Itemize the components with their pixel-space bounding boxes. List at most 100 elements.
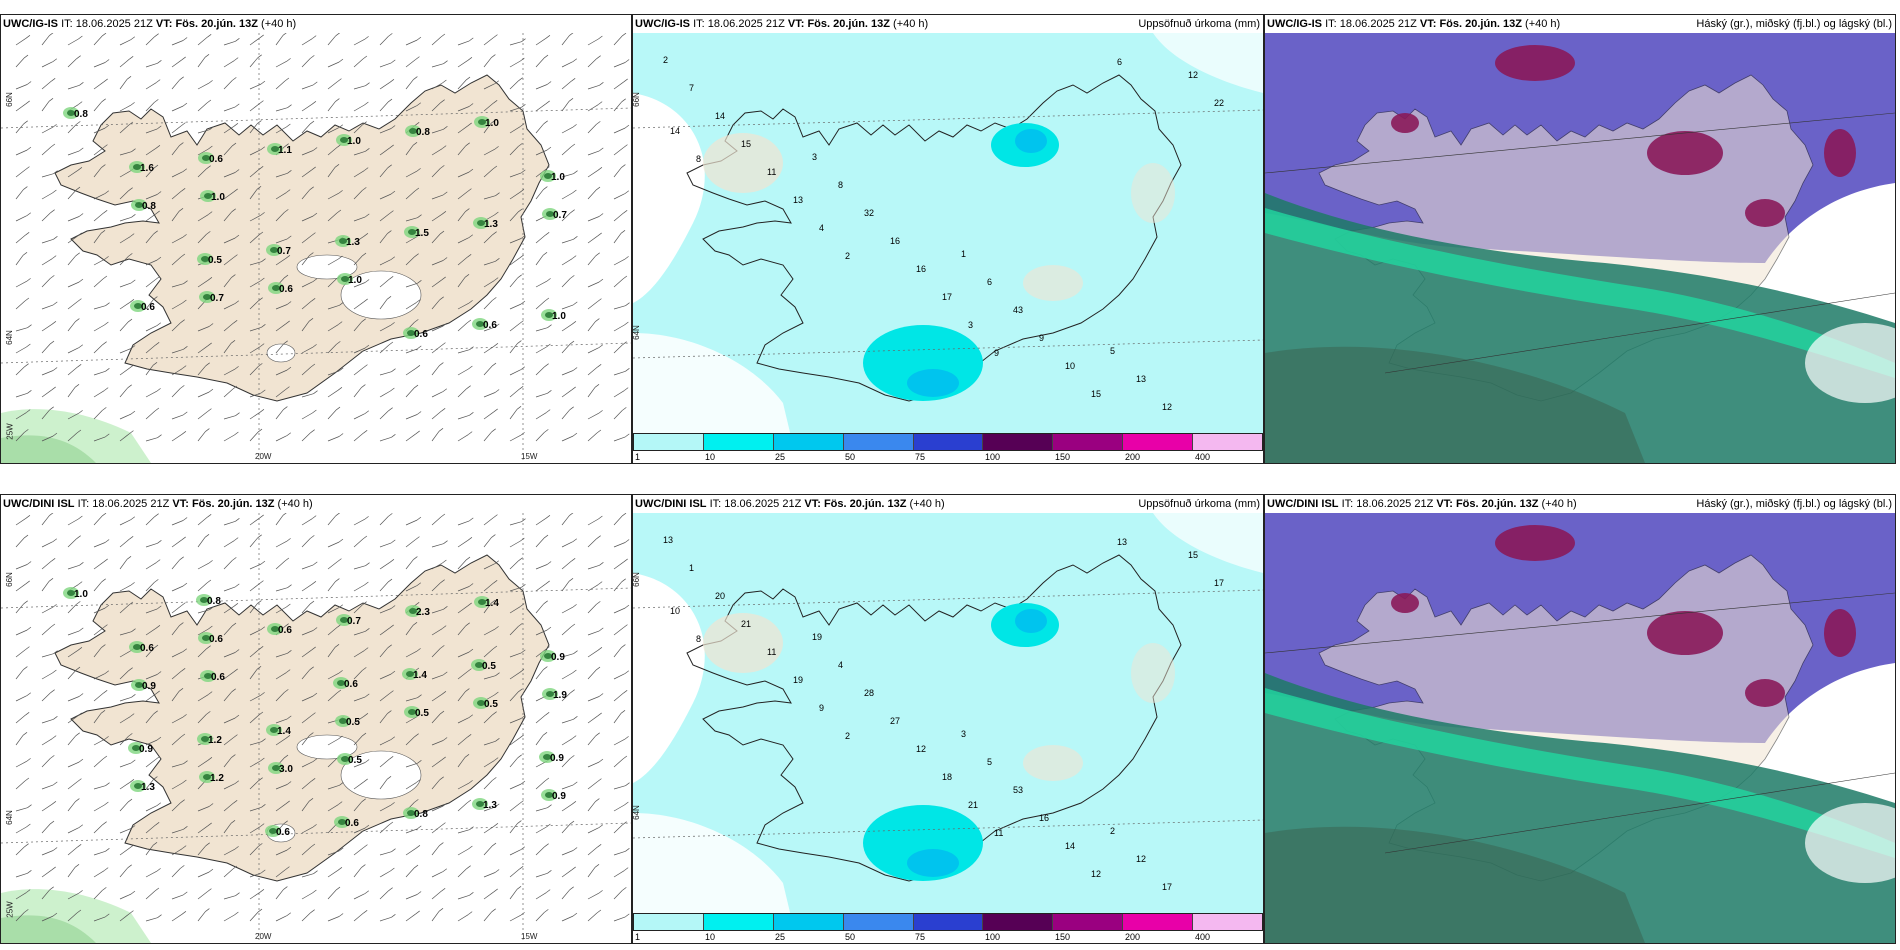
precip-value-label: 3 bbox=[812, 152, 817, 162]
precip-title: Uppsöfnuð úrkoma (mm) bbox=[1138, 18, 1260, 30]
gust-value-label: 1.2 bbox=[210, 773, 224, 784]
lat-label: 64N bbox=[632, 805, 641, 820]
gust-value-label: 0.9 bbox=[551, 652, 565, 663]
legend-swatch bbox=[1193, 914, 1263, 930]
precip-value-label: 13 bbox=[793, 195, 803, 205]
lon-label: 15W bbox=[521, 452, 538, 461]
precip-value-label: 9 bbox=[1039, 333, 1044, 343]
precip-legend bbox=[633, 433, 1263, 451]
legend-tick-label: 100 bbox=[985, 932, 1001, 942]
gust-value-label: 0.5 bbox=[346, 717, 360, 728]
precip-value-label: 1 bbox=[961, 249, 966, 259]
legend-tick-label: 200 bbox=[1125, 452, 1141, 462]
model-name: UWC/DINI ISL bbox=[3, 498, 75, 510]
legend-swatch bbox=[773, 434, 844, 450]
legend-tick-label: 1 bbox=[635, 452, 641, 462]
precip-value-label: 13 bbox=[1117, 537, 1127, 547]
precip-value-label: 27 bbox=[890, 716, 900, 726]
legend-tick-label: 150 bbox=[1055, 932, 1071, 942]
gust-value-label: 1.0 bbox=[211, 192, 225, 203]
gust-value-label: 0.6 bbox=[414, 329, 428, 340]
precip-value-label: 19 bbox=[812, 632, 822, 642]
gust-value-label: 1.0 bbox=[74, 589, 88, 600]
panel-header: UWC/DINI ISL IT: 18.06.2025 21Z VT: Fös.… bbox=[3, 498, 313, 510]
precip-value-label: 15 bbox=[1091, 389, 1101, 399]
gust-value-label: 2.3 bbox=[416, 607, 430, 618]
wind-panel-bottom: UWC/DINI ISL IT: 18.06.2025 21Z VT: Fös.… bbox=[0, 494, 632, 944]
lon-label: 25W bbox=[5, 901, 15, 918]
legend-tick-label: 200 bbox=[1125, 932, 1141, 942]
cloud-title: Háský (gr.), miðský (fj.bl.) og lágský (… bbox=[1696, 18, 1892, 30]
gust-value-label: 0.9 bbox=[550, 753, 564, 764]
cloud-panel-bottom: UWC/DINI ISL IT: 18.06.2025 21Z VT: Fös.… bbox=[1264, 494, 1896, 944]
legend-tick-label: 75 bbox=[915, 452, 926, 462]
panel-header: UWC/IG-IS IT: 18.06.2025 21Z VT: Fös. 20… bbox=[1267, 18, 1561, 30]
precip-value-label: 8 bbox=[696, 154, 701, 164]
precip-value-label: 3 bbox=[968, 320, 973, 330]
precip-value-label: 13 bbox=[663, 535, 673, 545]
legend-swatch bbox=[1123, 914, 1194, 930]
gust-value-label: 0.6 bbox=[211, 672, 225, 683]
gust-value-label: 0.6 bbox=[141, 302, 155, 313]
model-name: UWC/DINI ISL bbox=[1267, 498, 1339, 510]
legend-swatch bbox=[913, 914, 984, 930]
precip-value-label: 22 bbox=[1214, 98, 1224, 108]
lon-label: 20W bbox=[255, 452, 272, 461]
lat-label: 66N bbox=[632, 572, 641, 587]
panel-header: UWC/DINI ISL IT: 18.06.2025 21Z VT: Fös.… bbox=[1267, 498, 1577, 510]
gust-value-label: 0.8 bbox=[74, 109, 88, 120]
precip-value-label: 2 bbox=[845, 251, 850, 261]
precip-value-label: 9 bbox=[994, 348, 999, 358]
gust-value-label: 0.9 bbox=[139, 744, 153, 755]
gust-value-label: 0.6 bbox=[278, 625, 292, 636]
precip-value-label: 5 bbox=[987, 757, 992, 767]
precip-value-label: 6 bbox=[1117, 57, 1122, 67]
panel-header: UWC/DINI ISL IT: 18.06.2025 21Z VT: Fös.… bbox=[635, 498, 945, 510]
legend-swatch bbox=[1123, 434, 1194, 450]
legend-swatch bbox=[983, 434, 1054, 450]
cloud-title: Háský (gr.), miðský (fj.bl.) og lágský (… bbox=[1696, 498, 1892, 510]
gust-value-label: 0.6 bbox=[279, 284, 293, 295]
cloud-map bbox=[1265, 33, 1895, 463]
gust-value-label: 0.9 bbox=[552, 791, 566, 802]
legend-tick-label: 10 bbox=[705, 452, 716, 462]
precip-value-label: 8 bbox=[838, 180, 843, 190]
gust-value-label: 0.6 bbox=[276, 827, 290, 838]
gust-value-label: 0.7 bbox=[277, 246, 291, 257]
model-name: UWC/IG-IS bbox=[635, 18, 690, 30]
precip-value-label: 17 bbox=[1162, 882, 1172, 892]
legend-tick-label: 50 bbox=[845, 932, 856, 942]
gust-value-label: 0.5 bbox=[208, 255, 222, 266]
precip-value-label: 20 bbox=[715, 591, 725, 601]
cloud-panel-top: UWC/IG-IS IT: 18.06.2025 21Z VT: Fös. 20… bbox=[1264, 14, 1896, 464]
precip-value-label: 16 bbox=[890, 236, 900, 246]
precip-value-label: 32 bbox=[864, 208, 874, 218]
precip-value-label: 6 bbox=[987, 277, 992, 287]
legend-swatch bbox=[843, 434, 914, 450]
precip-value-label: 16 bbox=[916, 264, 926, 274]
legend-swatch bbox=[1053, 914, 1124, 930]
gust-value-label: 1.0 bbox=[348, 275, 362, 286]
legend-tick-label: 1 bbox=[635, 932, 641, 942]
precip-title: Uppsöfnuð úrkoma (mm) bbox=[1138, 498, 1260, 510]
precip-value-label: 2 bbox=[845, 731, 850, 741]
precip-value-label: 53 bbox=[1013, 785, 1023, 795]
precip-value-label: 1 bbox=[689, 563, 694, 573]
lat-label: 64N bbox=[632, 325, 641, 340]
gust-value-label: 1.6 bbox=[140, 163, 154, 174]
precip-value-label: 13 bbox=[1136, 374, 1146, 384]
gust-value-label: 1.4 bbox=[485, 598, 499, 609]
precip-map: 1319321451220285317212716151112141719181… bbox=[633, 513, 1263, 925]
legend-tick-label: 10 bbox=[705, 932, 716, 942]
precip-value-label: 15 bbox=[1188, 550, 1198, 560]
legend-swatch bbox=[913, 434, 984, 450]
precip-value-label: 18 bbox=[942, 772, 952, 782]
lat-label: 64N bbox=[4, 810, 14, 825]
precip-value-label: 4 bbox=[838, 660, 843, 670]
gust-value-label: 1.9 bbox=[553, 690, 567, 701]
precip-value-label: 11 bbox=[994, 828, 1003, 838]
gust-value-label: 0.5 bbox=[348, 755, 362, 766]
gust-value-label: 0.8 bbox=[207, 596, 221, 607]
gust-value-label: 0.8 bbox=[416, 127, 430, 138]
lat-label: 66N bbox=[4, 572, 14, 587]
